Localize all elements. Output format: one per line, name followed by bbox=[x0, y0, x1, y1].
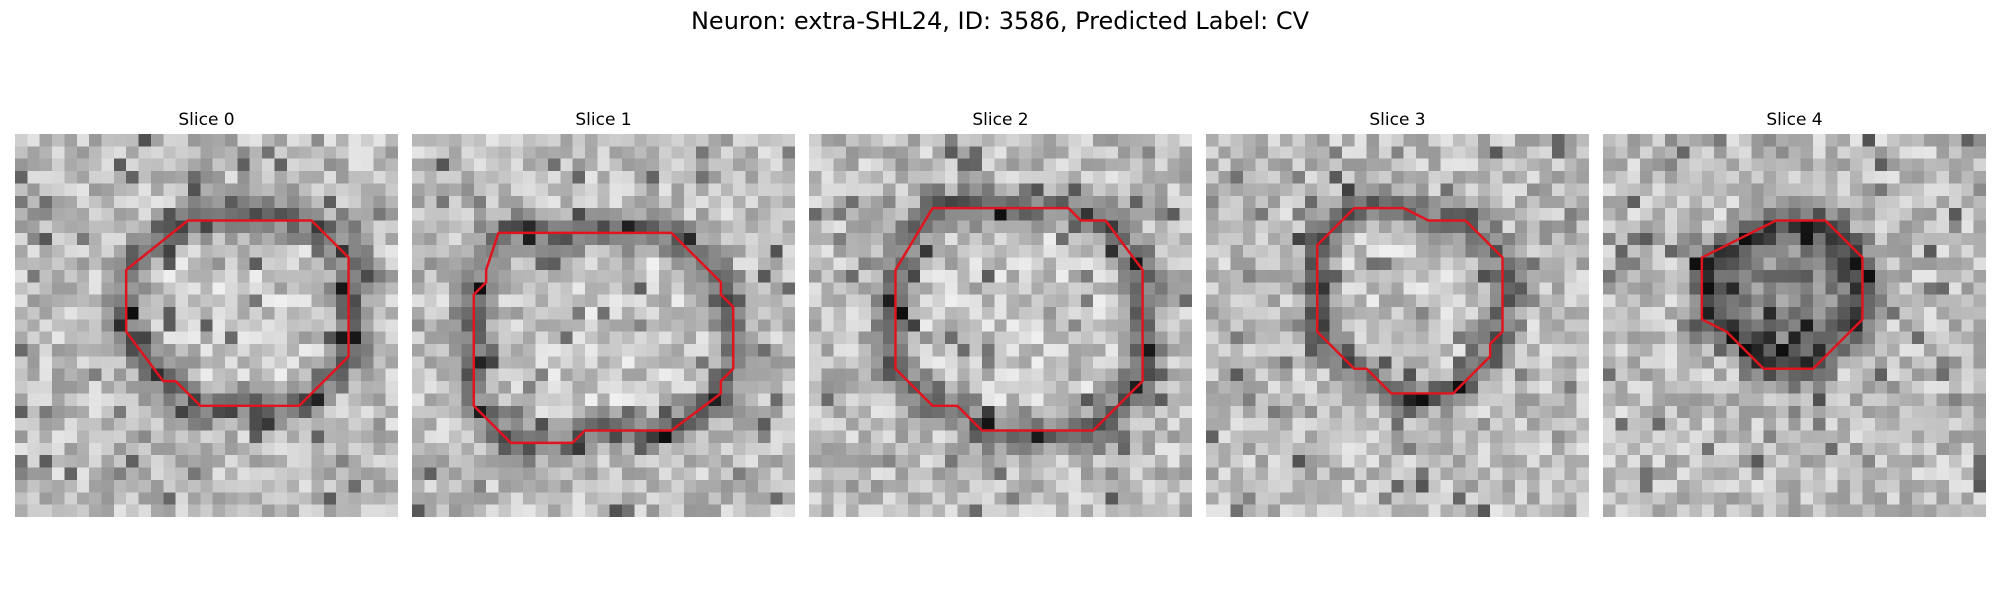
slice-title-3: Slice 3 bbox=[1369, 110, 1426, 130]
slice-image-3 bbox=[1206, 134, 1589, 517]
slice-title-0: Slice 0 bbox=[178, 110, 235, 130]
slice-panel-0 bbox=[15, 134, 398, 517]
slice-overlay-1 bbox=[472, 231, 735, 445]
slice-panel-2 bbox=[809, 134, 1192, 517]
slice-overlay-4 bbox=[1700, 219, 1864, 370]
slice-title-2: Slice 2 bbox=[972, 110, 1029, 130]
slice-image-2 bbox=[809, 134, 1192, 517]
contour-outline-2 bbox=[894, 206, 1144, 432]
slice-panel-4 bbox=[1603, 134, 1986, 517]
slice-title-4: Slice 4 bbox=[1766, 110, 1823, 130]
contour-outline-4 bbox=[1700, 219, 1864, 370]
contour-outline-0 bbox=[124, 219, 350, 408]
slice-image-4 bbox=[1603, 134, 1986, 517]
slice-image-1 bbox=[412, 134, 795, 517]
slice-panel-1 bbox=[412, 134, 795, 517]
slice-overlay-0 bbox=[124, 219, 350, 408]
slice-panel-3 bbox=[1206, 134, 1589, 517]
contour-outline-1 bbox=[472, 231, 735, 445]
slice-title-1: Slice 1 bbox=[575, 110, 632, 130]
contour-outline-3 bbox=[1315, 206, 1504, 395]
figure-title: Neuron: extra-SHL24, ID: 3586, Predicted… bbox=[690, 7, 1310, 35]
slice-overlay-2 bbox=[894, 206, 1144, 432]
slice-image-0 bbox=[15, 134, 398, 517]
slice-overlay-3 bbox=[1315, 206, 1504, 395]
